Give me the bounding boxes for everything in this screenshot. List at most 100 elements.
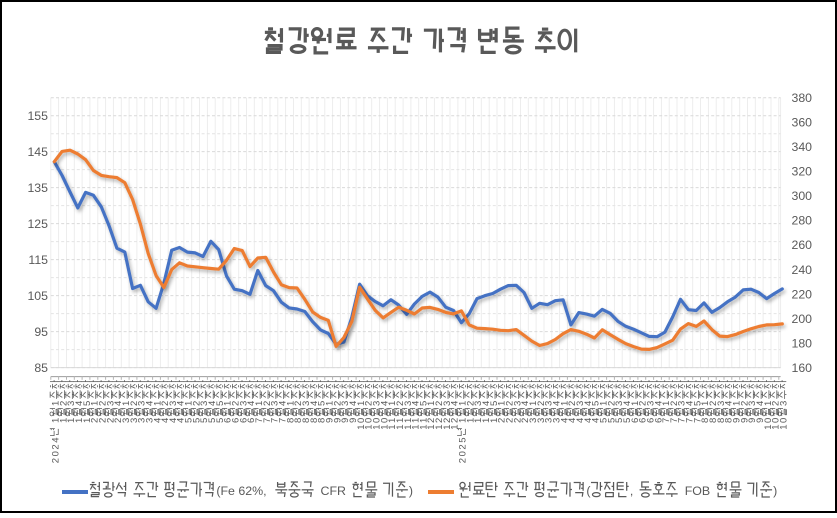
svg-text:5: 5 — [207, 418, 218, 423]
svg-text:0: 0 — [771, 418, 782, 423]
svg-text:3: 3 — [66, 401, 77, 406]
svg-text:1: 1 — [285, 401, 296, 406]
svg-text:4: 4 — [481, 401, 492, 406]
svg-text:2: 2 — [90, 418, 101, 423]
svg-text:1: 1 — [411, 425, 422, 430]
svg-text:4: 4 — [278, 401, 289, 406]
svg-text:4: 4 — [348, 401, 359, 406]
svg-text:2: 2 — [458, 458, 469, 463]
svg-text:4: 4 — [160, 418, 171, 423]
svg-text:5: 5 — [317, 401, 328, 406]
svg-text:7: 7 — [669, 418, 680, 423]
svg-text:1: 1 — [58, 418, 69, 423]
svg-text:3: 3 — [512, 401, 523, 406]
svg-text:(: ( — [586, 484, 591, 498]
svg-text:6: 6 — [238, 418, 249, 423]
svg-text:4: 4 — [176, 401, 187, 406]
svg-text:1: 1 — [387, 401, 398, 406]
svg-text:5: 5 — [184, 418, 195, 423]
svg-text:5: 5 — [692, 401, 703, 406]
svg-text:2: 2 — [129, 401, 140, 406]
svg-text:4: 4 — [450, 401, 461, 406]
svg-text:5: 5 — [82, 401, 93, 406]
svg-text:4: 4 — [152, 418, 163, 423]
svg-text:1: 1 — [403, 425, 414, 430]
svg-text:2: 2 — [364, 401, 375, 406]
svg-text:5: 5 — [622, 418, 633, 423]
svg-text:1: 1 — [90, 401, 101, 406]
svg-text:2: 2 — [262, 401, 273, 406]
svg-text:1: 1 — [771, 425, 782, 430]
svg-text:1: 1 — [481, 418, 492, 423]
svg-text:5: 5 — [191, 418, 202, 423]
svg-text:5: 5 — [599, 418, 610, 423]
svg-text:5: 5 — [591, 401, 602, 406]
svg-text:1: 1 — [489, 418, 500, 423]
svg-text:3: 3 — [238, 401, 249, 406]
svg-text:7: 7 — [685, 418, 696, 423]
svg-text:7: 7 — [692, 418, 703, 423]
svg-text:2: 2 — [51, 458, 62, 463]
svg-text:5: 5 — [418, 401, 429, 406]
svg-text:7: 7 — [270, 418, 281, 423]
svg-text:3: 3 — [403, 401, 414, 406]
svg-text:4: 4 — [567, 418, 578, 423]
svg-text:8: 8 — [317, 418, 328, 423]
svg-text:1: 1 — [426, 401, 437, 406]
svg-text:2: 2 — [160, 401, 171, 406]
svg-text:2: 2 — [638, 401, 649, 406]
svg-text:3: 3 — [137, 418, 148, 423]
svg-text:2: 2 — [606, 401, 617, 406]
svg-text:320: 320 — [792, 165, 813, 179]
svg-text:260: 260 — [792, 238, 813, 252]
svg-text:3: 3 — [614, 401, 625, 406]
svg-text:1: 1 — [66, 418, 77, 423]
svg-text:1: 1 — [528, 401, 539, 406]
svg-text:7: 7 — [661, 418, 672, 423]
svg-text:240: 240 — [792, 263, 813, 277]
svg-text:0: 0 — [763, 418, 774, 423]
svg-text:9: 9 — [325, 418, 336, 423]
svg-text:7: 7 — [254, 418, 265, 423]
svg-text:0: 0 — [364, 418, 375, 423]
svg-text:180: 180 — [792, 336, 813, 350]
svg-text:1: 1 — [51, 418, 62, 423]
svg-text:1: 1 — [254, 401, 265, 406]
svg-text:2: 2 — [231, 401, 242, 406]
svg-text:4: 4 — [755, 401, 766, 406]
svg-text:6: 6 — [223, 418, 234, 423]
svg-text:5: 5 — [215, 418, 226, 423]
svg-text:CFR: CFR — [321, 484, 347, 498]
svg-text:9: 9 — [332, 418, 343, 423]
svg-text:0: 0 — [51, 451, 62, 456]
svg-text:3: 3 — [552, 418, 563, 423]
svg-text:5: 5 — [606, 418, 617, 423]
svg-text:4: 4 — [575, 418, 586, 423]
svg-text:4: 4 — [520, 401, 531, 406]
svg-text:8: 8 — [285, 418, 296, 423]
svg-text:4: 4 — [411, 401, 422, 406]
svg-text:3: 3 — [129, 418, 140, 423]
svg-text:3: 3 — [779, 401, 790, 406]
svg-text:1: 1 — [418, 418, 429, 423]
svg-text:2: 2 — [105, 418, 116, 423]
svg-text:1: 1 — [325, 401, 336, 406]
svg-text:1: 1 — [458, 401, 469, 406]
svg-text:6: 6 — [630, 418, 641, 423]
svg-text:3: 3 — [270, 401, 281, 406]
svg-text:1: 1 — [387, 425, 398, 430]
svg-text:3: 3 — [371, 401, 382, 406]
svg-text:1: 1 — [379, 425, 390, 430]
svg-text:1: 1 — [395, 425, 406, 430]
svg-text:115: 115 — [28, 253, 48, 267]
svg-text:3: 3 — [645, 401, 656, 406]
svg-text:2: 2 — [434, 418, 445, 423]
svg-text:280: 280 — [792, 214, 813, 228]
svg-text:1: 1 — [411, 418, 422, 423]
svg-text:1: 1 — [121, 401, 132, 406]
svg-text:3: 3 — [473, 401, 484, 406]
svg-text:155: 155 — [27, 109, 48, 123]
svg-text:105: 105 — [27, 289, 48, 303]
svg-text:3: 3 — [168, 401, 179, 406]
svg-text:1: 1 — [74, 418, 85, 423]
